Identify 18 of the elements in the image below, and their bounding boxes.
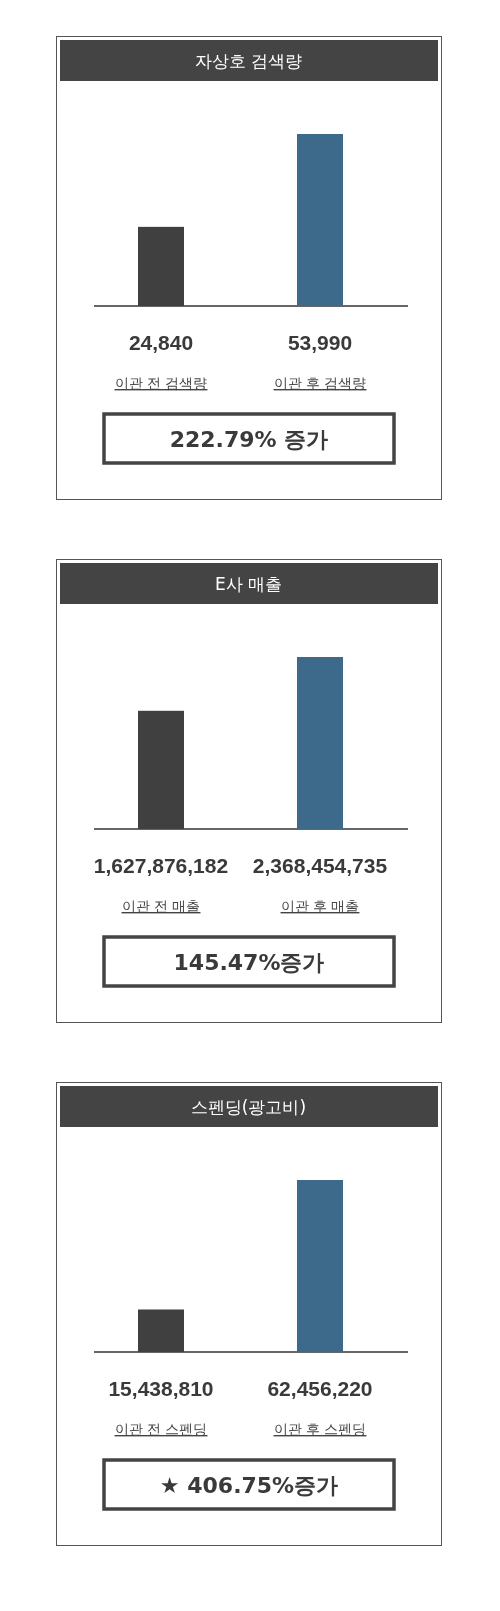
x-tick-label: 이관 전 검색량	[114, 375, 208, 391]
text: 222.79% 증가	[169, 427, 329, 452]
data-label: 2,368,454,735	[252, 854, 388, 877]
chart-title: 스펜딩(광고비)	[190, 1097, 307, 1117]
text: 145.47%증가	[173, 950, 325, 975]
data-label: 1,627,876,182	[93, 854, 229, 877]
data-label: 15,438,810	[108, 1377, 214, 1400]
chart-title: E사 매출	[214, 574, 283, 594]
data-label: 53,990	[287, 331, 353, 354]
x-tick-label: 이관 전 스펜딩	[114, 1421, 208, 1437]
x-tick-label: 이관 후 스펜딩	[273, 1421, 367, 1437]
x-tick-label: 이관 후 매출	[280, 898, 360, 914]
data-label: 24,840	[128, 331, 194, 354]
x-tick-label: 이관 전 매출	[121, 898, 201, 914]
text: ★ 406.75%증가	[159, 1473, 339, 1498]
chart-title: 자상호 검색량	[194, 51, 303, 71]
data-label: 62,456,220	[267, 1377, 373, 1400]
x-tick-label: 이관 후 검색량	[273, 375, 367, 391]
